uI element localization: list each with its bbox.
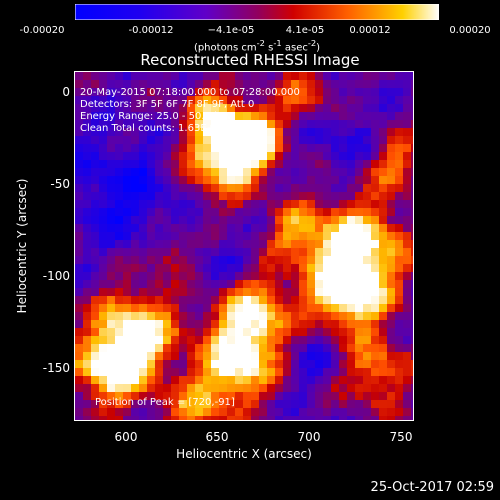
plot-title: Reconstructed RHESSI Image xyxy=(140,51,360,69)
y-tick-label: 0 xyxy=(62,85,70,99)
colorbar-tick-label: -0.00020 xyxy=(19,25,65,36)
info-energy-range: Energy Range: 25.0 - 50.0 keV xyxy=(80,111,233,122)
y-tick-label: -50 xyxy=(50,177,70,191)
info-time-range: 20-May-2015 07:18:00.000 to 07:28:00.000 xyxy=(80,87,300,98)
hxr-image-map xyxy=(75,72,413,420)
info-clean-counts: Clean Total counts: 1.63E+04 xyxy=(80,123,228,134)
colorbar-tick-label: 0.00012 xyxy=(349,25,391,36)
colorbar-tick-label: -0.00012 xyxy=(128,25,174,36)
colorbar-tick-label: −4.1e-05 xyxy=(207,25,255,36)
y-axis-label: Heliocentric Y (arcsec) xyxy=(15,178,29,314)
colorbar-tick-label: 4.1e-05 xyxy=(285,25,325,36)
x-tick-label: 650 xyxy=(205,430,229,444)
info-peak-position: Position of Peak = [720,-91] xyxy=(95,397,235,408)
colorbar xyxy=(75,4,439,20)
x-tick-label: 750 xyxy=(389,430,413,444)
x-tick-label: 600 xyxy=(114,430,138,444)
x-axis-label: Heliocentric X (arcsec) xyxy=(176,447,312,461)
x-tick-label: 700 xyxy=(297,430,321,444)
image-plot xyxy=(74,71,414,421)
y-tick-label: -150 xyxy=(42,361,70,375)
timestamp: 25-Oct-2017 02:59 xyxy=(370,480,494,495)
colorbar-tick-label: 0.00020 xyxy=(449,25,491,36)
info-detectors: Detectors: 3F 5F 6F 7F 8F 9F, Att 0 xyxy=(80,99,255,110)
colorbar-units: (photons cm-2 s-1 asec-2) xyxy=(193,38,321,54)
y-tick-label: -100 xyxy=(42,269,70,283)
